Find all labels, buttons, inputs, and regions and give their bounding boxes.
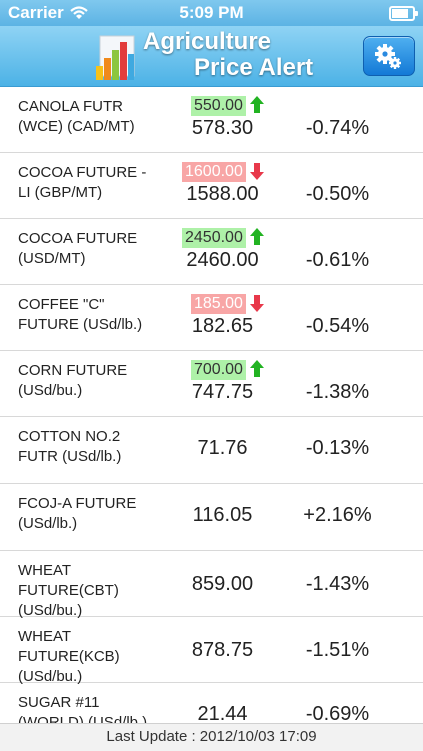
previous-price-badge: 185.00	[191, 294, 246, 314]
status-bar: Carrier 5:09 PM	[0, 0, 423, 26]
last-update-footer: Last Update : 2012/10/03 17:09	[0, 723, 423, 751]
commodity-name: WHEAT FUTURE(CBT) (USd/bu.)	[18, 562, 119, 619]
arrow-up-icon	[250, 96, 264, 113]
app-title-line1: Agriculture	[143, 28, 272, 55]
current-price: 2460.00	[186, 249, 259, 271]
carrier-label: Carrier	[8, 3, 64, 22]
commodity-name: COCOA FUTURE - LI (GBP/MT)	[18, 164, 147, 201]
carrier-indicator: Carrier	[8, 3, 88, 23]
percent-change: -0.50%	[305, 183, 370, 205]
commodity-row[interactable]: CORN FUTURE (USd/bu.) 700.00 747.75 -1.38%	[0, 351, 423, 417]
commodity-row[interactable]: COCOA FUTURE (USD/MT) 2450.00 2460.00 -0.61…	[0, 219, 423, 285]
percent-change: +2.16%	[303, 504, 372, 526]
previous-price-badge: 550.00	[191, 96, 246, 116]
percent-change: -1.51%	[305, 639, 370, 661]
commodity-row[interactable]: COFFEE "C" FUTURE (USd/lb.) 185.00 182.65 -…	[0, 285, 423, 351]
percent-change: -0.61%	[305, 249, 370, 271]
current-price: 182.65	[191, 315, 254, 337]
commodity-row[interactable]: COCOA FUTURE - LI (GBP/MT) 1600.00 1588.00…	[0, 153, 423, 219]
bar-chart-logo	[96, 35, 135, 80]
commodity-name: FCOJ-A FUTURE (USd/lb.)	[18, 495, 137, 532]
battery-icon	[389, 6, 418, 21]
settings-button[interactable]	[363, 36, 415, 76]
percent-change: -1.43%	[305, 573, 370, 595]
percent-change: -0.54%	[305, 315, 370, 337]
commodity-name: CANOLA FUTR (WCE) (CAD/MT)	[18, 98, 135, 135]
current-price: 116.05	[192, 504, 253, 526]
commodity-name: SUGAR #11 (WORLD) (USd/lb.)	[18, 694, 148, 723]
commodity-name: CORN FUTURE (USd/bu.)	[18, 362, 128, 399]
percent-change: -1.38%	[305, 381, 370, 403]
status-time: 5:09 PM	[179, 3, 244, 22]
commodity-row[interactable]: SUGAR #11 (WORLD) (USd/lb.) 21.44 -0.69%	[0, 683, 423, 723]
percent-change: -0.69%	[305, 703, 370, 723]
current-price: 578.30	[191, 117, 254, 139]
arrow-down-icon	[250, 163, 264, 180]
app-header: Agriculture Price Alert	[0, 26, 423, 87]
commodity-name: COFFEE "C" FUTURE (USd/lb.)	[18, 296, 143, 333]
current-price: 21.44	[197, 703, 248, 723]
arrow-up-icon	[250, 360, 264, 377]
percent-change: -0.74%	[305, 117, 370, 139]
current-price: 747.75	[191, 381, 254, 403]
previous-price-badge: 2450.00	[182, 228, 246, 248]
commodity-name: COTTON NO.2 FUTR (USd/lb.)	[18, 428, 122, 465]
percent-change: -0.13%	[305, 437, 370, 459]
current-price: 1588.00	[186, 183, 259, 205]
gears-icon	[375, 44, 401, 69]
arrow-up-icon	[250, 228, 264, 245]
commodity-row[interactable]: COTTON NO.2 FUTR (USd/lb.) 71.76 -0.13%	[0, 417, 423, 484]
commodity-row[interactable]: WHEAT FUTURE(KCB) (USd/bu.) 878.75 -1.51%	[0, 617, 423, 685]
commodity-name: WHEAT FUTURE(KCB) (USd/bu.)	[18, 628, 120, 685]
commodity-row[interactable]: FCOJ-A FUTURE (USd/lb.) 116.05 +2.16%	[0, 484, 423, 551]
app-title-line2: Price Alert	[194, 54, 314, 81]
commodity-row[interactable]: WHEAT FUTURE(CBT) (USd/bu.) 859.00 -1.43%	[0, 551, 423, 619]
wifi-icon	[70, 6, 88, 19]
previous-price-badge: 1600.00	[182, 162, 246, 182]
price-list[interactable]: CANOLA FUTR (WCE) (CAD/MT) 550.00 578.30 -0…	[0, 87, 423, 723]
current-price: 859.00	[191, 573, 254, 595]
current-price: 71.76	[197, 437, 248, 459]
previous-price-badge: 700.00	[191, 360, 246, 380]
arrow-down-icon	[250, 295, 264, 312]
commodity-row[interactable]: CANOLA FUTR (WCE) (CAD/MT) 550.00 578.30 -0…	[0, 87, 423, 153]
current-price: 878.75	[191, 639, 254, 661]
battery-level	[392, 9, 409, 18]
commodity-name: COCOA FUTURE (USD/MT)	[18, 230, 138, 267]
